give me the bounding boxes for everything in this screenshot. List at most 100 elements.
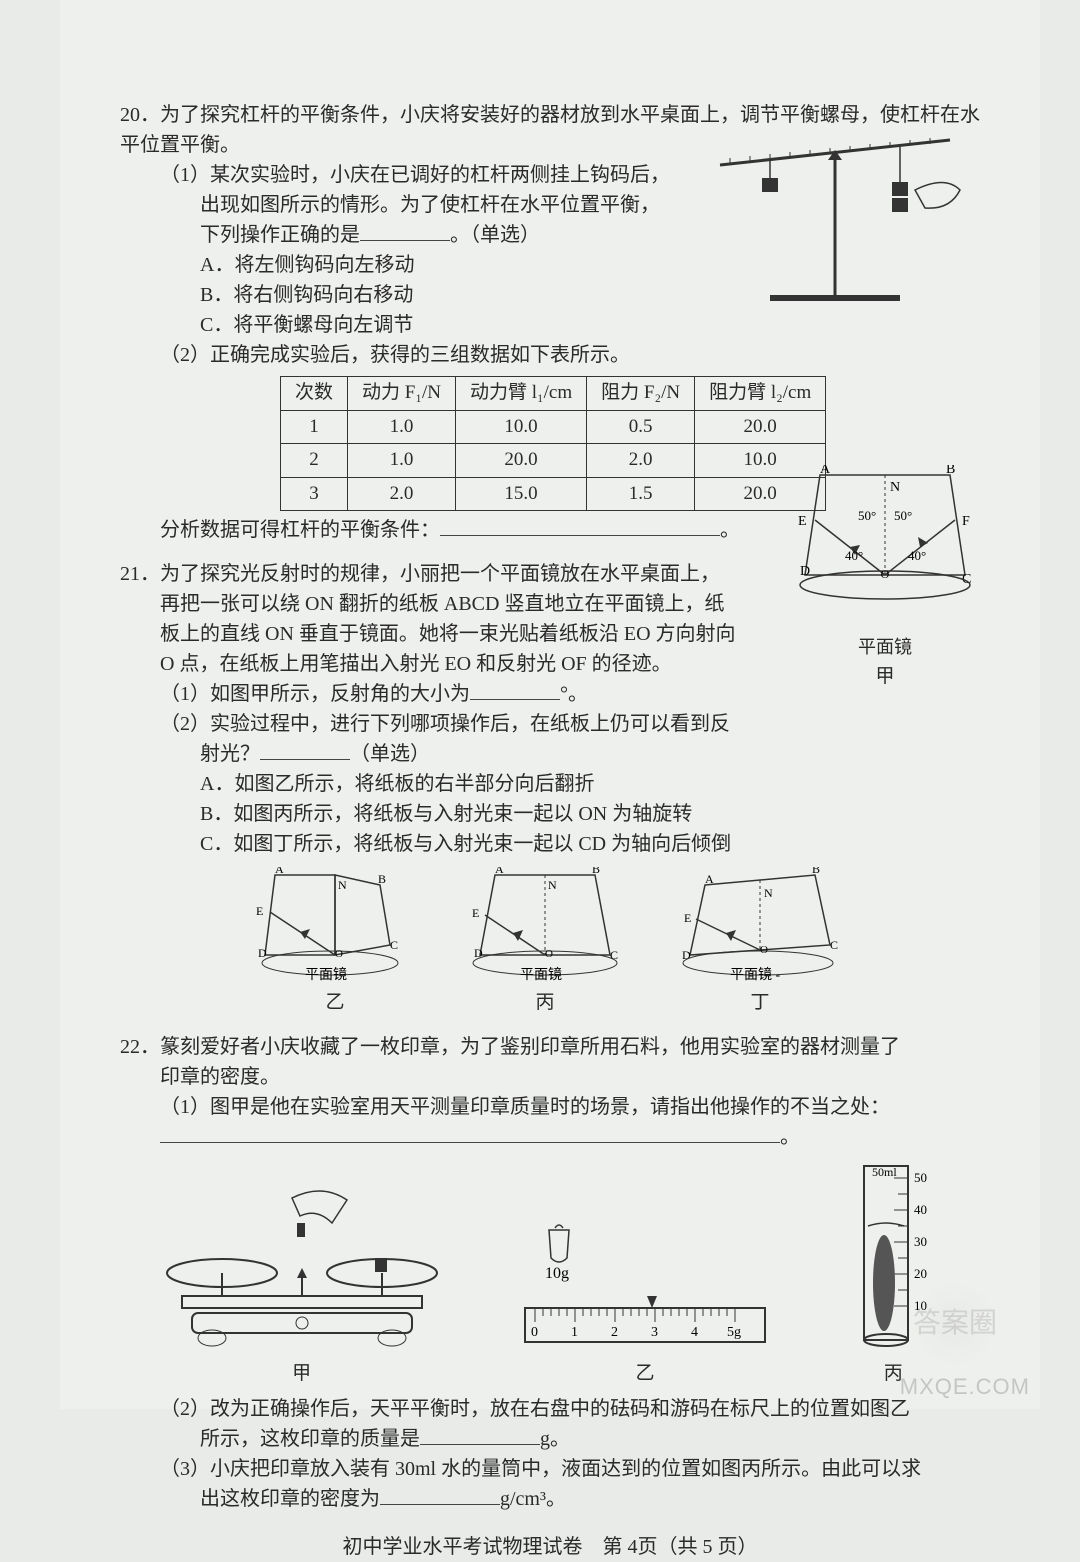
th: 动力 F₁/N (348, 377, 456, 411)
svg-text:40: 40 (914, 1202, 927, 1217)
fig-bing: AB N E DC O 平面镜 丙 (460, 867, 630, 1018)
q20-blank-2 (440, 516, 720, 536)
th: 阻力臂 l₂/cm (695, 377, 826, 411)
svg-text:N: N (548, 878, 557, 892)
svg-text:50: 50 (914, 1170, 927, 1185)
q22-blank-1 (160, 1123, 780, 1143)
q20-p2-label: （2） (160, 344, 210, 366)
svg-text:B: B (946, 465, 955, 477)
mirror-label: 平面镜 (790, 634, 980, 661)
q21-number: 21． (120, 563, 160, 585)
svg-text:O: O (335, 948, 343, 960)
svg-text:N: N (338, 878, 347, 892)
th: 动力臂 l₁/cm (455, 377, 586, 411)
q22-l2: 印章的密度。 (160, 1062, 980, 1092)
svg-text:F: F (962, 514, 970, 529)
svg-text:1: 1 (571, 1325, 578, 1340)
svg-text:A: A (705, 872, 714, 886)
q21-p2-l1: （2）实验过程中，进行下列哪项操作后，在纸板上仍可以看到反 (160, 709, 980, 739)
svg-text:A: A (275, 867, 284, 876)
q22-blank-3 (380, 1485, 500, 1505)
th: 阻力 F₂/N (587, 377, 695, 411)
q20-number: 20． (120, 104, 160, 126)
svg-text:平面镜 -: 平面镜 - (730, 967, 780, 983)
svg-text:E: E (798, 514, 807, 529)
svg-text:20: 20 (914, 1266, 927, 1281)
question-22: 22．篆刻爱好者小庆收藏了一枚印章，为了鉴别印章所用石料，他用实验室的器材测量了… (120, 1032, 980, 1515)
q22-p2b-a: 所示，这枚印章的质量是 (200, 1428, 420, 1450)
svg-text:50ml: 50ml (872, 1165, 897, 1179)
svg-text:N: N (890, 480, 900, 495)
q20-data-table: 次数 动力 F₁/N 动力臂 l₁/cm 阻力 F₂/N 阻力臂 l₂/cm 1… (280, 376, 826, 511)
svg-text:E: E (472, 906, 479, 920)
svg-text:O: O (545, 948, 553, 960)
q22-p3b-a: 出这枚印章的密度为 (200, 1488, 380, 1510)
q21-l1: 为了探究光反射时的规律，小丽把一个平面镜放在水平桌面上， (160, 563, 720, 585)
q21-p2-l2a: 射光？ (200, 743, 260, 765)
q22-blank-2 (420, 1425, 540, 1445)
watermark-text: MXQE.COM (900, 1370, 1030, 1403)
fig-ding: AB N E DC O 平面镜 - 丁 (670, 867, 850, 1018)
svg-text:D: D (258, 946, 267, 960)
svg-text:4: 4 (691, 1325, 698, 1340)
svg-text:平面镜: 平面镜 (305, 967, 347, 983)
q22-number: 22． (120, 1036, 160, 1058)
svg-text:50°: 50° (894, 508, 912, 523)
weight-label: 10g (545, 1265, 569, 1282)
page-footer: 初中学业水平考试物理试卷 第 4页（共 5 页） (120, 1532, 980, 1562)
svg-text:A: A (495, 867, 504, 876)
q21-optC: C．如图丁所示，将纸板与入射光束一起以 CD 为轴向后倾倒 (200, 829, 980, 859)
table-row: 32.015.01.520.0 (281, 477, 826, 511)
svg-text:3: 3 (651, 1325, 658, 1340)
svg-text:30: 30 (914, 1234, 927, 1249)
table-row: 21.020.02.010.0 (281, 444, 826, 478)
svg-text:B: B (592, 867, 600, 876)
svg-text:0: 0 (531, 1325, 538, 1340)
q20-p1-l3a: 下列操作正确的是 (200, 224, 360, 246)
q22-p1: （1）图甲是他在实验室用天平测量印章质量时的场景，请指出他操作的不当之处： (160, 1092, 980, 1122)
fig-balance-jia: 甲 (152, 1178, 452, 1389)
svg-text:B: B (812, 867, 820, 876)
q21-optB: B．如图丙所示，将纸板与入射光束一起以 ON 为轴旋转 (200, 799, 980, 829)
svg-text:D: D (682, 948, 691, 962)
svg-text:5g: 5g (727, 1325, 741, 1340)
q22-p3a: （3）小庆把印章放入装有 30ml 水的量筒中，液面达到的位置如图丙所示。由此可… (160, 1454, 980, 1484)
svg-text:40°: 40° (845, 548, 863, 563)
svg-text:O: O (881, 567, 890, 581)
q20-conclude: 分析数据可得杠杆的平衡条件： (160, 519, 440, 541)
table-row: 11.010.00.520.0 (281, 410, 826, 444)
svg-text:O: O (760, 944, 768, 956)
q22-p2a: （2）改为正确操作后，天平平衡时，放在右盘中的砝码和游码在标尺上的位置如图乙 (160, 1394, 980, 1424)
svg-text:平面镜: 平面镜 (520, 967, 562, 983)
q21-p1b: °。 (560, 683, 588, 705)
fig-yi: AB N E DC O 平面镜 乙 (250, 867, 420, 1018)
q20-p1-l3b: 。（单选） (450, 224, 540, 246)
q21-figure-row: AB N E DC O 平面镜 乙 AB N E (120, 867, 980, 1018)
q21-p2-l2b: （单选） (350, 743, 430, 765)
q22-figure-row: 甲 10g (120, 1158, 980, 1389)
svg-text:2: 2 (611, 1325, 618, 1340)
exam-page: AB N EF DC 50°50° 40°40° O 平面镜 甲 20．为了探究… (60, 0, 1040, 1409)
svg-text:C: C (830, 938, 838, 952)
svg-text:E: E (256, 904, 263, 918)
fig-cylinder-bing: 50ml 5040 3020 10 丙 (838, 1158, 948, 1389)
svg-text:N: N (764, 886, 773, 900)
fig-ruler-yi: 10g 0 1 2 3 4 5g (515, 1218, 775, 1389)
svg-text:C: C (390, 938, 398, 952)
q20-p2-text: 正确完成实验后，获得的三组数据如下表所示。 (210, 344, 630, 366)
q21-p1a: （1）如图甲所示，反射角的大小为 (160, 683, 470, 705)
q21-optA: A．如图乙所示，将纸板的右半部分向后翻折 (200, 769, 980, 799)
svg-text:A: A (820, 465, 831, 477)
svg-text:D: D (800, 564, 810, 579)
q22-l1: 篆刻爱好者小庆收藏了一枚印章，为了鉴别印章所用石料，他用实验室的器材测量了 (160, 1036, 900, 1058)
lever-figure (710, 120, 980, 320)
svg-text:10: 10 (914, 1298, 927, 1313)
q21-blank-1 (470, 680, 560, 700)
svg-text:B: B (378, 872, 386, 886)
fig-label-jia: 甲 (790, 663, 980, 692)
q20-p1-l1: 某次实验时，小庆在已调好的杠杆两侧挂上钩码后， (210, 164, 670, 186)
q20-p1-label: （1） (160, 164, 210, 186)
svg-text:50°: 50° (858, 508, 876, 523)
q21-blank-2 (260, 740, 350, 760)
reflection-figure-jia: AB N EF DC 50°50° 40°40° O 平面镜 甲 (790, 465, 980, 692)
